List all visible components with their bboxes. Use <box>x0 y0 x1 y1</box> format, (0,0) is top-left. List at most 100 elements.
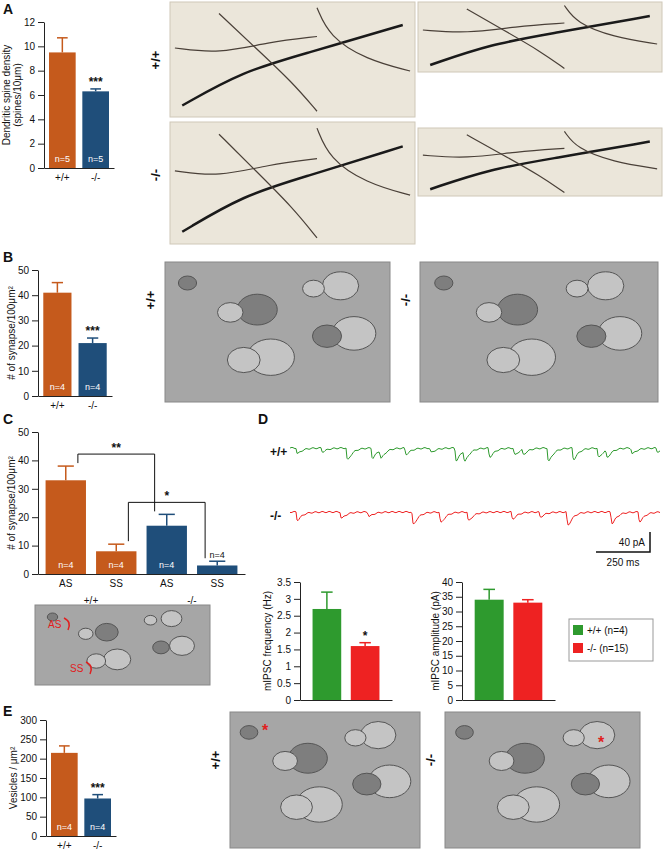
legend-label: +/+ (n=4) <box>587 625 628 636</box>
tick-label: 50 <box>18 265 30 276</box>
dendrite <box>182 146 403 231</box>
micrograph <box>170 122 415 244</box>
chart: 00.511.522.533.5mIPSC frequency (Hz)* <box>262 577 392 706</box>
error-bar-stem <box>62 38 64 53</box>
error-bar <box>90 89 101 91</box>
dendrite <box>175 37 317 52</box>
organelle <box>95 623 118 641</box>
bar <box>84 798 111 836</box>
error-bar-cap <box>321 591 332 593</box>
tick-label: 25 <box>442 621 454 632</box>
tick-label: +/+ <box>50 400 65 411</box>
tick: 20 <box>18 340 38 351</box>
tick: 30 <box>18 315 38 326</box>
organelle <box>571 773 599 795</box>
organelle <box>240 726 258 740</box>
axis-title: Vesicles / μm² <box>8 746 19 809</box>
tick: 0 <box>23 391 38 402</box>
tick-mark <box>32 517 38 518</box>
tick-label: +/+ <box>55 172 70 183</box>
dendrite <box>219 134 317 238</box>
error-bar-cap <box>159 514 175 516</box>
tick: 0 <box>29 163 44 174</box>
annotation: n=4 <box>58 560 73 570</box>
organelle <box>153 641 170 654</box>
tick: 30 <box>18 484 38 495</box>
bar <box>43 293 71 396</box>
annotation: n=4 <box>85 382 100 392</box>
tick-label: 30 <box>18 484 30 495</box>
error-bar-stem <box>64 746 66 753</box>
annotation: n=4 <box>90 822 105 832</box>
bar <box>46 480 86 574</box>
tick-label: 1 <box>285 661 291 672</box>
legend: +/+ (n=4) -/- (n=15) <box>569 619 653 661</box>
dendrite <box>467 135 565 193</box>
dendrite <box>564 6 657 45</box>
image-marker: * <box>262 722 269 739</box>
plot-area <box>313 592 380 700</box>
organelle <box>312 325 341 347</box>
dendrite <box>317 8 410 71</box>
axis-title: (spines/10μm) <box>12 63 23 127</box>
plot-area <box>49 38 109 168</box>
synapse-marker <box>86 662 91 674</box>
axis-line <box>38 433 39 575</box>
annotation: n=5 <box>88 154 103 164</box>
tick: 10 <box>24 41 44 52</box>
panel-label: D <box>258 411 268 427</box>
tick-label: 6 <box>29 90 35 101</box>
error-bar <box>87 338 98 343</box>
organelle <box>353 773 381 795</box>
tick-mark <box>38 22 44 23</box>
chart: 050100150200250300+/+-/-Vesicles / μm²n=… <box>8 715 116 851</box>
tick-mark <box>38 95 44 96</box>
tick-mark <box>32 574 38 575</box>
image-label: -/- <box>148 169 163 181</box>
group-label: -/- <box>187 595 196 606</box>
tick-label: 0.5 <box>277 678 291 689</box>
tick-label: 0 <box>447 695 453 706</box>
axis-line <box>301 700 393 701</box>
tick-mark <box>32 489 38 490</box>
tick: +/+ <box>57 836 72 851</box>
error-bar-cap <box>52 282 63 284</box>
micrograph <box>418 2 662 72</box>
organelle <box>435 276 453 290</box>
tick-label: 3.5 <box>277 577 291 588</box>
legend-frame <box>569 619 653 661</box>
tick-mark <box>294 616 300 617</box>
significance-bracket <box>128 502 205 558</box>
error-bar-cap <box>58 465 74 467</box>
tick: 35 <box>442 591 462 602</box>
dendrite <box>423 148 565 157</box>
bar <box>49 52 76 168</box>
micrograph <box>230 712 420 848</box>
micrograph <box>170 2 415 117</box>
bar <box>475 600 504 700</box>
tick-label: 0 <box>285 695 291 706</box>
axis-line <box>44 23 45 169</box>
error-bar-cap <box>108 543 124 545</box>
organelle <box>170 636 195 655</box>
y-axis: 024681012 <box>24 17 45 174</box>
tick-mark <box>32 396 38 397</box>
tick: 50 <box>26 811 46 822</box>
error-bar-stem <box>166 514 168 525</box>
tick: AS <box>59 574 73 589</box>
error-bar <box>209 561 225 565</box>
axis-line <box>46 721 47 837</box>
bar <box>79 343 107 396</box>
tick: -/- <box>91 168 100 183</box>
tick-mark <box>32 295 38 296</box>
tick: 2.5 <box>277 610 300 621</box>
error-bar-stem <box>57 283 59 293</box>
tick: 40 <box>18 290 38 301</box>
legend-label: -/- (n=15) <box>587 643 628 654</box>
tick-label: 10 <box>18 540 30 551</box>
dendrite <box>423 23 565 32</box>
tick: 4 <box>29 114 44 125</box>
dendrite <box>175 159 317 175</box>
tick-mark <box>456 582 462 583</box>
organelle <box>577 325 606 347</box>
